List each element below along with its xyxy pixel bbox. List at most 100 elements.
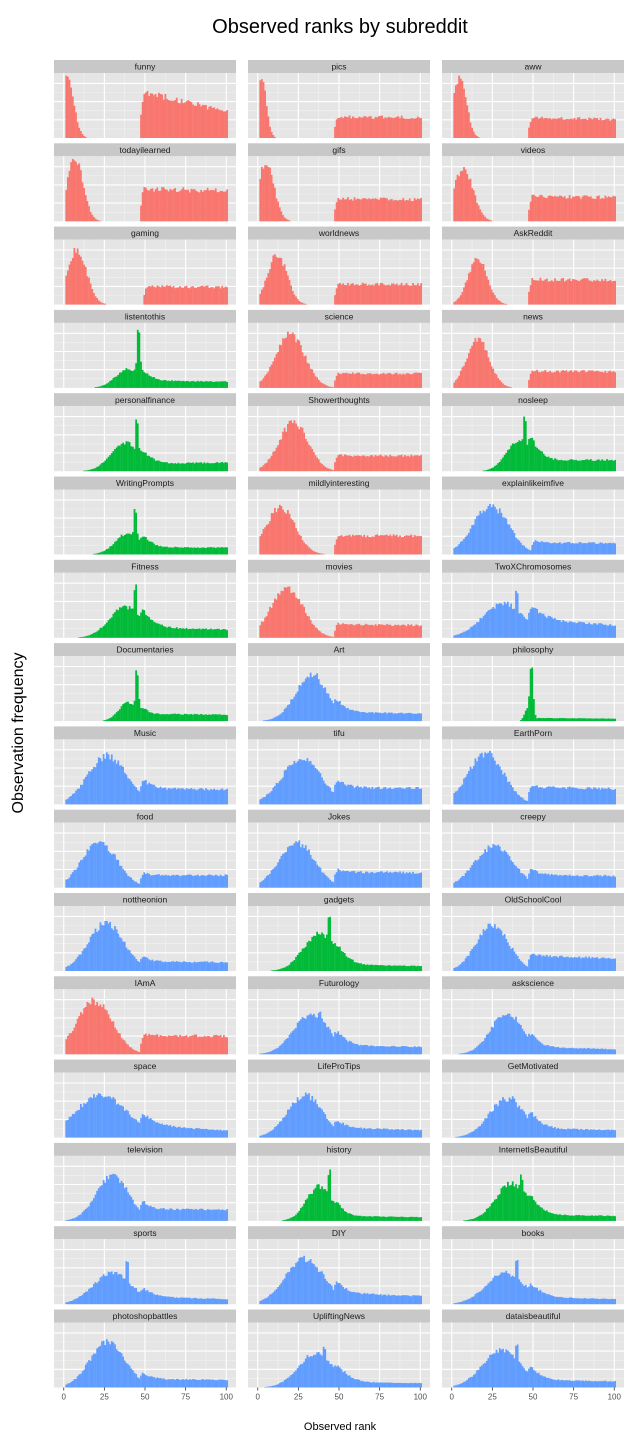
histogram-bar xyxy=(188,1209,191,1221)
histogram-bar xyxy=(73,1027,76,1055)
histogram-bar xyxy=(373,118,375,138)
histogram-bar xyxy=(75,1217,77,1221)
histogram-bar xyxy=(552,1128,555,1138)
histogram-bar xyxy=(167,961,170,971)
histogram-bar xyxy=(560,117,563,138)
histogram-bar xyxy=(203,190,206,222)
histogram-bar xyxy=(534,371,537,388)
histogram-bar xyxy=(384,712,387,722)
histogram-bar xyxy=(293,696,296,722)
histogram-bar xyxy=(350,456,353,472)
histogram-bar xyxy=(420,788,423,805)
histogram-bar xyxy=(67,177,69,222)
histogram-bar xyxy=(187,100,190,138)
histogram-bar xyxy=(104,624,107,638)
histogram-bar xyxy=(206,187,209,222)
histogram-bar xyxy=(316,673,319,722)
histogram-bar xyxy=(575,718,578,722)
histogram-bar xyxy=(206,547,209,555)
histogram-bar xyxy=(319,867,322,888)
histogram-bar xyxy=(327,877,330,888)
histogram-bar xyxy=(216,1035,219,1055)
histogram-bar xyxy=(109,1344,112,1388)
histogram-bar xyxy=(301,1257,304,1305)
histogram-bar xyxy=(272,718,275,722)
histogram-bar xyxy=(378,624,380,638)
histogram-bar xyxy=(521,962,524,971)
histogram-bar xyxy=(106,458,108,472)
histogram-bar xyxy=(83,1369,86,1388)
histogram-bar xyxy=(607,1215,610,1221)
histogram-bar xyxy=(476,341,478,388)
facet-strip-label: personalfinance xyxy=(115,395,175,405)
facet-strip-label: sports xyxy=(133,1228,156,1238)
histogram-bar xyxy=(115,1175,118,1221)
histogram-bar xyxy=(360,1044,362,1055)
histogram-bar xyxy=(533,194,535,222)
histogram-bar xyxy=(358,199,361,222)
histogram-bar xyxy=(70,795,73,805)
histogram-bar xyxy=(494,1021,496,1055)
histogram-bar xyxy=(472,342,475,388)
histogram-bar xyxy=(67,1035,69,1055)
histogram-bar xyxy=(201,714,204,722)
histogram-bar xyxy=(594,280,597,305)
histogram-bar xyxy=(141,369,144,388)
histogram-bar xyxy=(167,1125,170,1138)
histogram-bar xyxy=(487,752,490,805)
histogram-bar xyxy=(143,536,146,555)
histogram-bar xyxy=(546,278,548,305)
histogram-bar xyxy=(101,1007,103,1055)
histogram-bar xyxy=(136,960,139,971)
histogram-bar xyxy=(598,787,600,805)
histogram-bar xyxy=(180,788,183,805)
histogram-bar xyxy=(274,1290,276,1305)
histogram-bar xyxy=(404,200,406,222)
histogram-bar xyxy=(156,1209,159,1221)
histogram-bar xyxy=(583,718,586,722)
histogram-bar xyxy=(327,1282,330,1305)
histogram-bar xyxy=(542,613,545,638)
histogram-bar xyxy=(573,543,576,555)
histogram-bar xyxy=(115,859,118,888)
histogram-bar xyxy=(259,1301,262,1305)
histogram-bar xyxy=(88,635,90,638)
histogram-bar xyxy=(468,771,470,805)
histogram-bar xyxy=(177,102,180,138)
histogram-bar xyxy=(65,967,68,971)
histogram-bar xyxy=(174,1035,177,1055)
histogram-bar xyxy=(350,536,353,555)
histogram-bar xyxy=(282,509,284,555)
histogram-bar xyxy=(376,283,379,305)
histogram-bar xyxy=(112,451,115,472)
histogram-bar xyxy=(580,1128,582,1138)
histogram-bar xyxy=(382,118,385,138)
histogram-bar xyxy=(594,787,597,805)
histogram-bar xyxy=(78,163,81,222)
histogram-bar xyxy=(471,626,474,638)
histogram-bar xyxy=(531,1196,534,1221)
histogram-bar xyxy=(468,273,470,305)
histogram-bar xyxy=(586,875,589,888)
histogram-bar xyxy=(321,553,323,555)
histogram-bar xyxy=(594,198,597,222)
histogram-bar xyxy=(211,1298,214,1305)
histogram-bar xyxy=(458,176,461,222)
histogram-bar xyxy=(223,1209,225,1221)
histogram-bar xyxy=(614,543,617,555)
histogram-bar xyxy=(355,873,358,888)
histogram-bar xyxy=(321,633,323,638)
histogram-bar xyxy=(304,1262,307,1305)
histogram-bar xyxy=(541,1207,543,1221)
histogram-bar xyxy=(267,116,270,138)
histogram-bar xyxy=(267,167,270,222)
histogram-bar xyxy=(99,841,102,888)
histogram-bar xyxy=(322,1112,325,1138)
histogram-bar xyxy=(197,714,199,722)
histogram-bar xyxy=(484,1118,487,1138)
histogram-bar xyxy=(593,787,595,805)
histogram-bar xyxy=(112,1173,115,1221)
histogram-bar xyxy=(404,284,406,305)
histogram-bar xyxy=(563,460,566,472)
histogram-bar xyxy=(179,714,181,722)
